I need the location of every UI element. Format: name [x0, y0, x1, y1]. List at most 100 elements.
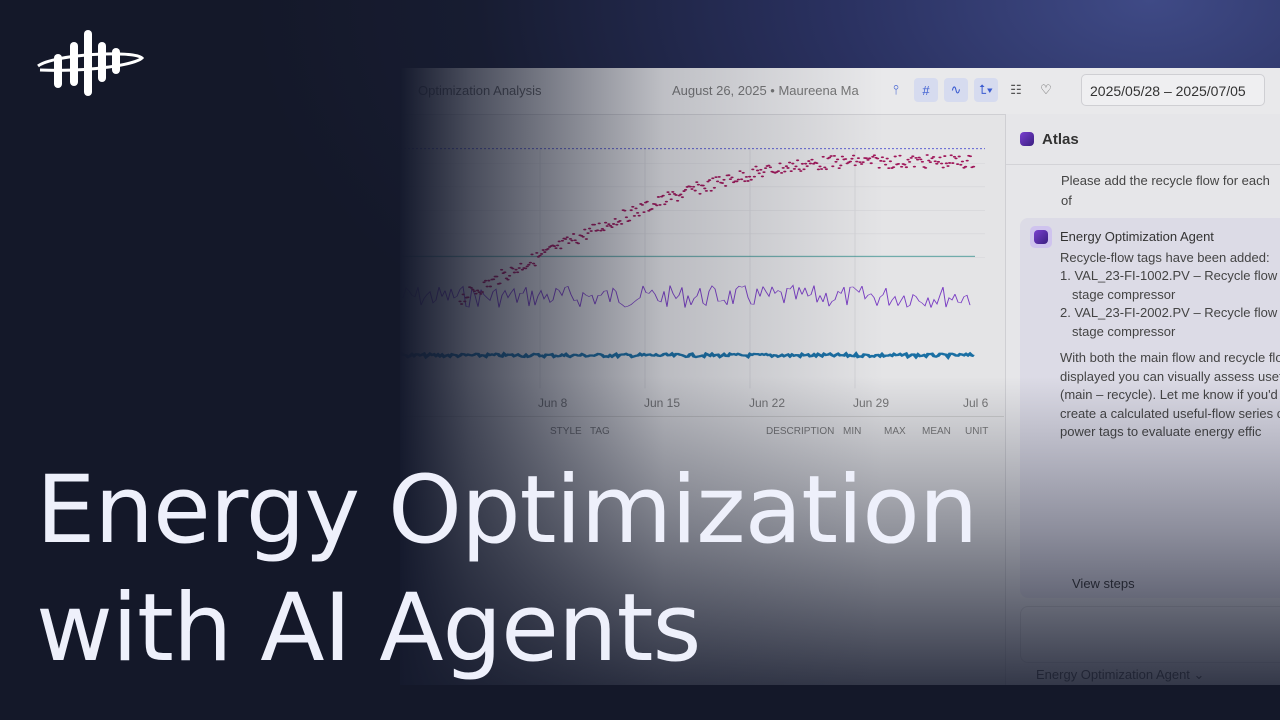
scatter-point [736, 178, 740, 181]
scatter-point [628, 219, 632, 222]
scatter-point [629, 209, 633, 212]
scatter-point [968, 155, 973, 158]
scatter-point [565, 236, 569, 239]
scatter-point [696, 183, 700, 186]
scatter-point [952, 155, 957, 158]
col-min[interactable]: MIN [843, 426, 862, 437]
scatter-point [692, 185, 696, 188]
tag-table-header: STYLE TAG DESCRIPTION MIN MAX MEAN UNIT [400, 416, 1004, 447]
scatter-point [920, 160, 925, 163]
scatter-point [650, 208, 654, 210]
scatter-point [543, 251, 547, 253]
analysis-meta: August 26, 2025 • Maureena Ma [672, 83, 859, 98]
chat-input[interactable] [1020, 606, 1280, 663]
scatter-point [477, 291, 481, 294]
col-mean[interactable]: MEAN [922, 426, 951, 437]
scatter-point [471, 288, 475, 291]
scatter-point [488, 285, 492, 288]
text-line: Recycle-flow tags have been added: [1060, 249, 1270, 265]
scatter-point [943, 155, 947, 157]
col-unit[interactable]: UNIT [965, 426, 989, 437]
scatter-point [853, 164, 857, 167]
scatter-point [884, 163, 888, 166]
scatter-point [960, 160, 965, 163]
scatter-point [767, 164, 771, 167]
scatter-point [576, 242, 580, 245]
scatter-point [885, 157, 889, 160]
scatter-point [797, 168, 801, 171]
scatter-point [645, 200, 649, 203]
scatter-point [788, 161, 792, 164]
scatter-point [508, 274, 512, 277]
scatter-point [695, 181, 699, 184]
headline-line-2: with AI Agents [36, 574, 701, 683]
col-tag[interactable]: TAG [590, 426, 610, 437]
scatter-point [752, 175, 756, 178]
date-range-input[interactable]: 2025/05/28 – 2025/07/05 [1081, 74, 1265, 106]
scatter-point [957, 155, 961, 158]
axis-icon[interactable]: ⮤▾ [974, 78, 998, 102]
agent-select-dropdown[interactable]: Energy Optimization Agent ⌄ [1036, 667, 1205, 682]
scatter-point [684, 188, 688, 191]
scatter-point [714, 176, 718, 179]
scatter-point [568, 237, 572, 240]
scatter-point [796, 159, 800, 162]
scatter-point [872, 154, 876, 157]
scatter-point [472, 290, 476, 293]
scatter-point [928, 161, 933, 164]
scatter-point [789, 170, 793, 173]
scatter-point [615, 223, 619, 226]
scatter-point [688, 185, 692, 188]
scatter-point [661, 194, 665, 197]
col-description[interactable]: DESCRIPTION [766, 426, 835, 437]
scatter-point [560, 239, 564, 242]
scatter-point [671, 191, 675, 193]
marker-icon[interactable]: ⫯ [893, 82, 899, 97]
scatter-point [604, 221, 608, 224]
scatter-point [869, 162, 873, 165]
scatter-point [909, 156, 913, 159]
scatter-point [832, 155, 836, 157]
scatter-point [722, 178, 726, 181]
scatter-point [914, 156, 918, 159]
scatter-point [850, 157, 854, 160]
scatter-point [533, 264, 537, 267]
scatter-point [517, 267, 521, 269]
scatter-point [666, 191, 670, 194]
scatter-point [925, 154, 929, 156]
scatter-point [848, 160, 852, 163]
scatter-point [701, 184, 705, 187]
scatter-point [624, 216, 628, 219]
analysis-title-dropdown[interactable]: Optimization Analysis [418, 83, 542, 98]
view-steps-button[interactable]: View steps [1072, 576, 1135, 591]
scatter-point [852, 154, 856, 157]
scatter-point [658, 204, 662, 206]
scatter-point [586, 232, 590, 235]
scatter-point [941, 166, 945, 169]
compare-icon[interactable]: ☷ [1010, 82, 1022, 97]
col-max[interactable]: MAX [884, 426, 906, 437]
scatter-point [525, 265, 529, 268]
x-tick: Jun 22 [749, 396, 786, 410]
scatter-point [762, 171, 766, 174]
scatter-point [776, 170, 780, 173]
grid-icon[interactable]: # [914, 78, 938, 102]
scatter-point [538, 254, 542, 257]
scatter-point [858, 161, 862, 164]
x-tick: Jun 29 [853, 396, 890, 410]
headline: Energy Optimization with AI Agents [36, 452, 978, 688]
scatter-point [820, 168, 824, 170]
scatter-point [821, 155, 825, 158]
trend-chart[interactable] [400, 114, 1004, 394]
heart-icon[interactable]: ♡ [1040, 82, 1052, 97]
scatter-point [524, 267, 528, 270]
scatter-point [834, 160, 838, 163]
scatter-point [748, 175, 752, 178]
wave-icon[interactable]: ∿ [944, 78, 968, 102]
scatter-point [512, 271, 516, 274]
scatter-point [554, 247, 558, 250]
scatter-point [708, 179, 712, 181]
scatter-point [474, 292, 478, 295]
col-style[interactable]: STYLE [550, 426, 582, 437]
scatter-point [911, 155, 915, 158]
